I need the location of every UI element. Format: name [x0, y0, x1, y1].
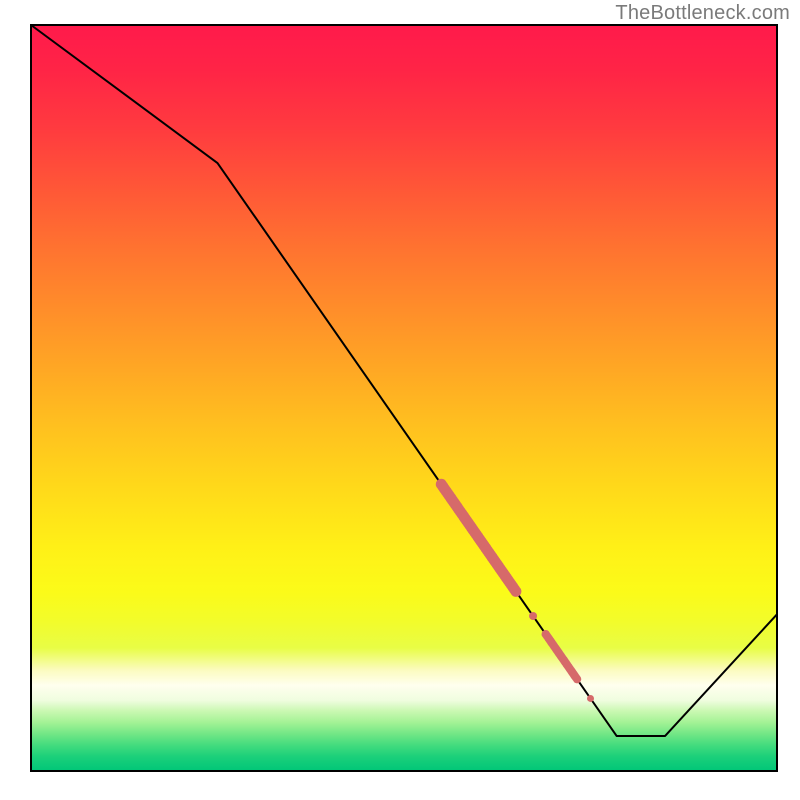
chart-container: TheBottleneck.com [0, 0, 800, 800]
marker-dot [510, 586, 521, 597]
marker-dot [529, 612, 537, 620]
marker-dot [587, 695, 594, 702]
watermark-text: TheBottleneck.com [615, 2, 790, 25]
marker-dot [573, 675, 581, 683]
plot-background [31, 25, 777, 771]
bottleneck-chart [0, 0, 800, 800]
